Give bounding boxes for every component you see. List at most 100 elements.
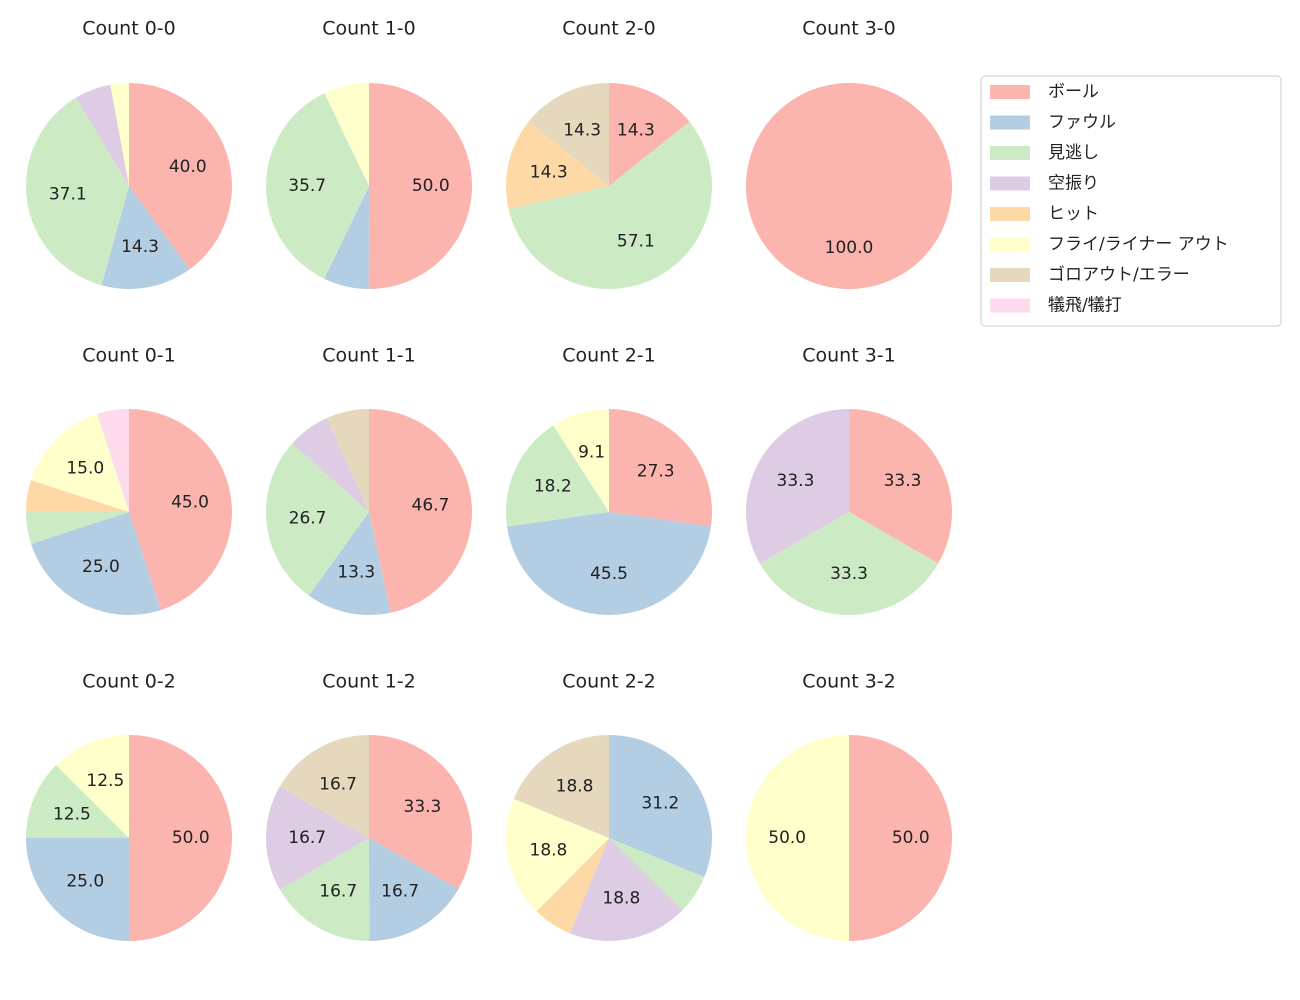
pie-slice — [849, 409, 952, 564]
pie-slice — [759, 512, 939, 615]
slice-label: 14.3 — [530, 162, 568, 182]
slice-label: 57.1 — [617, 232, 655, 252]
pie-title: Count 3-0 — [802, 18, 896, 40]
slice-label: 25.0 — [82, 557, 120, 577]
slice-label: 33.3 — [884, 471, 922, 491]
pie-slice — [324, 83, 369, 186]
slice-label: 16.7 — [288, 828, 326, 848]
pie-slice — [326, 409, 369, 512]
pie-slice — [110, 83, 129, 186]
pie-title: Count 3-1 — [802, 345, 896, 367]
pie-slice — [513, 735, 609, 838]
pie-slice — [265, 786, 369, 890]
slice-label: 16.7 — [319, 882, 357, 902]
legend-box — [980, 75, 1282, 327]
pie-slice — [746, 735, 849, 941]
pie-slice — [266, 443, 369, 596]
pie-title: Count 3-2 — [802, 671, 896, 693]
pie-slice — [266, 93, 369, 279]
pie-slice — [528, 83, 609, 186]
legend-swatch — [990, 85, 1030, 99]
legend-label: ヒット — [1048, 204, 1099, 224]
slice-label: 18.8 — [602, 889, 640, 909]
pie-slice — [101, 186, 190, 290]
legend-label: ボール — [1048, 82, 1099, 102]
pie-slice — [279, 838, 370, 941]
pie-title: Count 2-2 — [562, 671, 656, 693]
slice-label: 12.5 — [86, 771, 124, 791]
pie-title: Count 1-0 — [322, 18, 416, 40]
pie-slice — [745, 409, 849, 564]
pie-slice — [553, 409, 609, 512]
pie-slice — [609, 735, 713, 878]
pie-slice — [506, 121, 609, 210]
slice-label: 15.0 — [66, 458, 104, 478]
pie-slice — [569, 838, 683, 941]
legend-swatch — [990, 237, 1030, 252]
slice-label: 45.0 — [171, 492, 209, 512]
slice-label: 100.0 — [825, 238, 874, 258]
pie-title: Count 0-2 — [82, 671, 176, 693]
pie-slice — [368, 83, 473, 289]
slice-label: 50.0 — [768, 828, 806, 848]
pie-slice — [56, 735, 130, 838]
legend-label: 犠飛/犠打 — [1048, 296, 1122, 316]
slice-label: 31.2 — [641, 794, 679, 814]
legend-label: ゴロアウト/エラー — [1048, 264, 1190, 285]
pie-slice — [508, 121, 712, 290]
legend-swatch — [990, 115, 1030, 130]
pie-title: Count 0-1 — [82, 345, 176, 367]
legend-swatch — [990, 298, 1030, 313]
slice-label: 18.8 — [530, 840, 568, 860]
slice-label: 16.7 — [319, 774, 357, 794]
pie-slice — [369, 838, 459, 941]
slice-label: 9.1 — [578, 443, 605, 463]
pie-slice — [369, 409, 473, 613]
pie-slice — [609, 838, 705, 911]
pie-slice — [31, 414, 129, 512]
pie-slice — [506, 425, 609, 527]
pie-slice — [308, 512, 391, 615]
slice-label: 33.3 — [777, 471, 815, 491]
slice-label: 12.5 — [53, 804, 91, 824]
slice-label: 16.7 — [381, 881, 419, 901]
slice-label: 40.0 — [169, 157, 207, 177]
slice-label: 27.3 — [637, 462, 675, 482]
pie-slice — [369, 735, 472, 890]
pie-slice — [76, 84, 129, 186]
pie-slice — [26, 838, 129, 941]
pie-slice — [324, 186, 369, 289]
pie-slice — [129, 409, 232, 610]
legend-swatch — [990, 146, 1030, 160]
legend-swatch — [990, 176, 1030, 191]
slice-label: 45.5 — [590, 564, 628, 584]
pie-slice — [292, 417, 369, 512]
slice-label: 50.0 — [892, 828, 930, 848]
slice-label: 35.7 — [288, 176, 326, 196]
legend-swatch — [990, 268, 1030, 282]
slice-label: 33.3 — [830, 564, 868, 584]
legend-label: フライ/ライナー アウト — [1048, 235, 1229, 255]
slice-label: 14.3 — [563, 120, 601, 140]
pie-slice — [97, 409, 129, 512]
pie-slice — [507, 512, 711, 615]
slice-label: 25.0 — [66, 872, 104, 892]
slice-label: 13.3 — [337, 562, 375, 582]
legend-label: 見逃し — [1048, 143, 1099, 163]
pie-title: Count 1-1 — [322, 345, 416, 367]
pie-slice — [129, 735, 232, 941]
pie-slice — [279, 735, 369, 838]
slice-label: 33.3 — [404, 797, 442, 817]
legend-label: 空振り — [1048, 174, 1099, 194]
slice-label: 50.0 — [412, 176, 450, 196]
slice-label: 46.7 — [412, 496, 450, 516]
slice-label: 14.3 — [121, 237, 159, 257]
slice-label: 18.2 — [534, 476, 572, 496]
slice-label: 26.7 — [289, 509, 327, 529]
pie-slice — [25, 97, 130, 286]
pie-title: Count 1-2 — [322, 671, 416, 693]
pie-slice — [506, 798, 609, 912]
pie-title: Count 2-0 — [562, 18, 656, 40]
